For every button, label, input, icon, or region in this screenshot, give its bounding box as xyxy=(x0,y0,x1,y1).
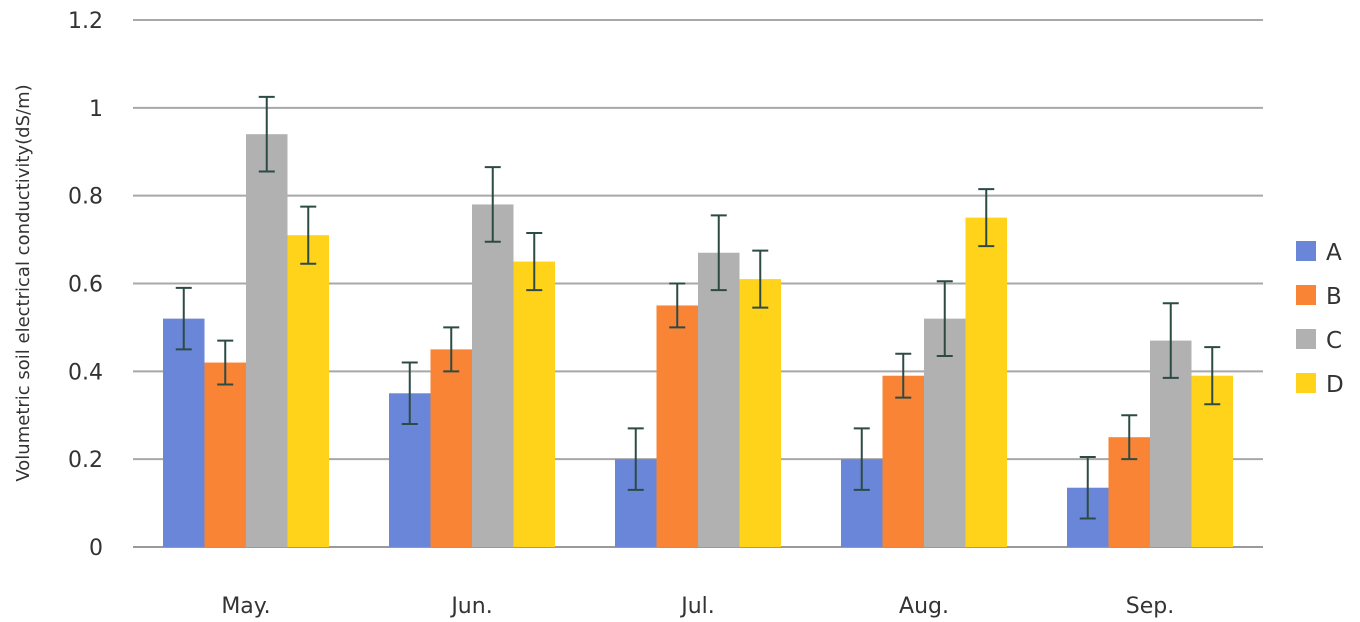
y-tick-label: 0.8 xyxy=(68,185,103,210)
y-axis-label: Volumetric soil electrical conductivity(… xyxy=(13,84,34,481)
x-axis-categories: May. Jun. Jul. Aug. Sep. xyxy=(221,594,1174,619)
legend-label-A: A xyxy=(1326,240,1342,266)
bar-D-3 xyxy=(965,217,1007,547)
bar-C-1 xyxy=(472,204,514,547)
bar-B-0 xyxy=(204,362,246,547)
y-tick-label: 1 xyxy=(89,97,103,122)
y-tick-label: 1.2 xyxy=(68,9,103,34)
bar-C-2 xyxy=(698,252,740,547)
x-category-label: Jul. xyxy=(679,594,715,619)
legend-swatch-D xyxy=(1296,373,1316,393)
bar-D-1 xyxy=(513,261,555,547)
legend-label-B: B xyxy=(1326,284,1342,310)
bar-D-0 xyxy=(287,235,329,548)
x-category-label: Sep. xyxy=(1126,594,1174,619)
y-tick-label: 0 xyxy=(89,536,103,561)
y-tick-label: 0.4 xyxy=(68,360,103,385)
bar-C-0 xyxy=(246,134,288,547)
x-category-label: May. xyxy=(221,594,270,619)
bar-A-0 xyxy=(163,318,205,547)
legend-swatch-B xyxy=(1296,285,1316,305)
bar-B-3 xyxy=(882,375,924,547)
legend-label-C: C xyxy=(1326,328,1342,354)
legend-swatch-A xyxy=(1296,241,1316,261)
bar-D-2 xyxy=(739,279,781,547)
x-category-label: Jun. xyxy=(449,594,492,619)
x-category-label: Aug. xyxy=(899,594,949,619)
y-tick-label: 0.6 xyxy=(68,273,103,298)
bar-B-1 xyxy=(430,349,472,547)
bars xyxy=(163,134,1233,548)
legend-label-D: D xyxy=(1326,372,1344,398)
bar-B-2 xyxy=(656,305,698,547)
error-bars xyxy=(175,95,1221,520)
y-axis-ticks: 0 0.2 0.4 0.6 0.8 1 1.2 xyxy=(68,9,103,561)
legend-swatch-C xyxy=(1296,329,1316,349)
y-tick-label: 0.2 xyxy=(68,448,103,473)
